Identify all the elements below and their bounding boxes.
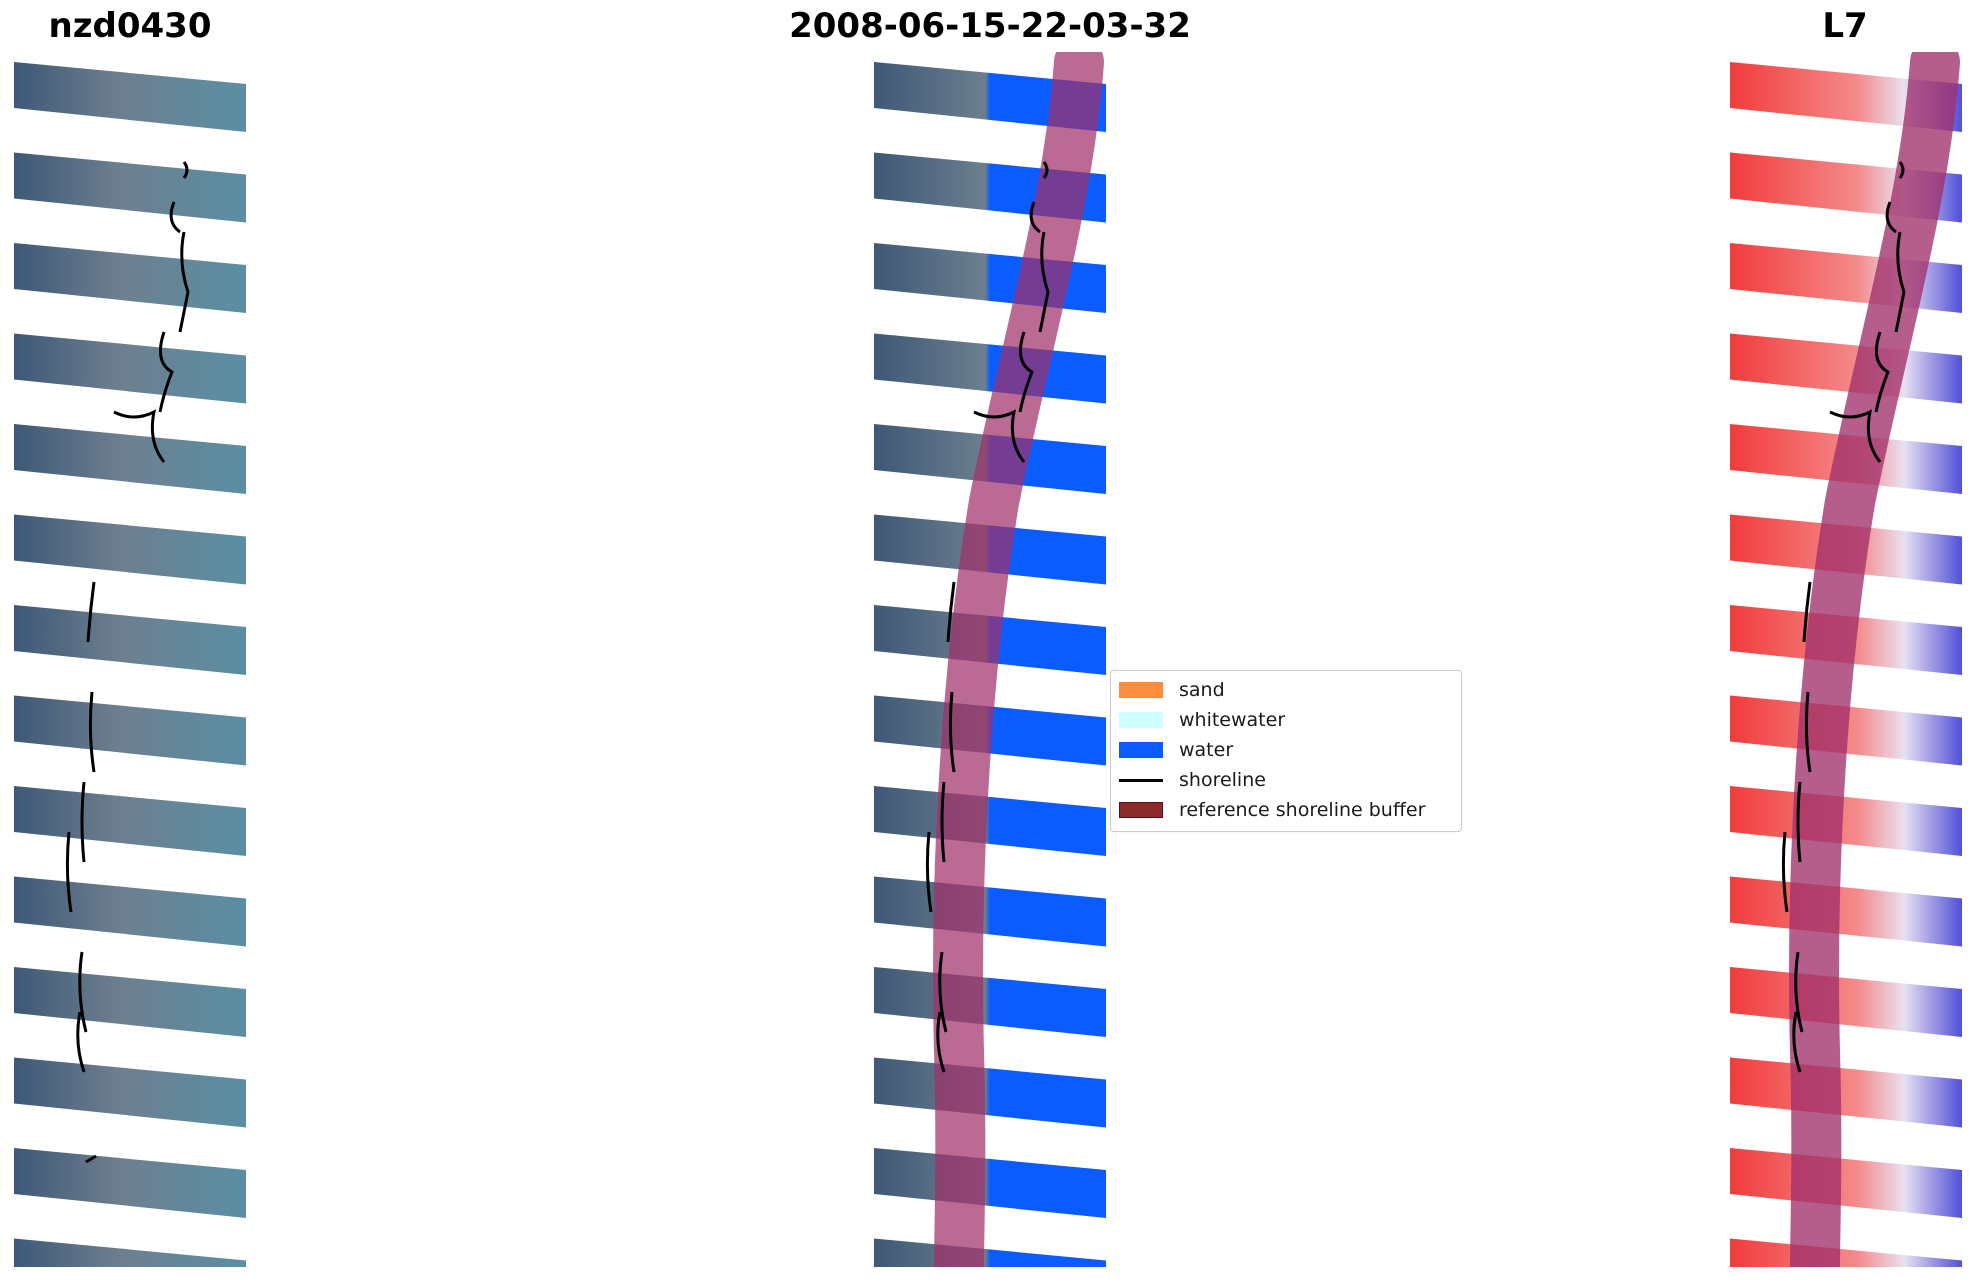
legend-label: reference shoreline buffer	[1179, 799, 1426, 821]
shoreline-center	[925, 161, 1050, 1073]
classified-strip	[874, 876, 1106, 947]
image-strip	[1730, 876, 1962, 947]
legend: sand whitewater water shoreline referenc…	[1110, 670, 1462, 832]
classified-strip	[874, 1238, 1106, 1267]
image-strip	[14, 967, 246, 1037]
legend-swatch-buffer	[1119, 802, 1163, 818]
legend-swatch-water	[1119, 742, 1163, 758]
image-strip	[14, 605, 246, 675]
image-strip	[14, 1057, 246, 1128]
legend-line-shoreline	[1119, 778, 1163, 782]
classification-panel	[874, 52, 1106, 1267]
classified-strip	[874, 333, 1106, 404]
index-image-panel	[1730, 52, 1962, 1267]
legend-swatch-sand	[1119, 682, 1163, 698]
image-strip	[14, 786, 246, 856]
legend-label: shoreline	[1179, 769, 1266, 791]
reference-shoreline-buffer-right	[1789, 52, 1960, 1267]
legend-item-shoreline: shoreline	[1119, 767, 1266, 793]
shoreline-right	[1781, 161, 1906, 1073]
image-strip	[14, 876, 246, 947]
legend-item-water: water	[1119, 737, 1233, 763]
image-strip	[1730, 333, 1962, 404]
right-panel-title: L7	[1822, 6, 1868, 46]
classified-strip	[874, 967, 1106, 1037]
image-strip	[14, 62, 246, 132]
legend-item-whitewater: whitewater	[1119, 707, 1285, 733]
image-strip	[1730, 967, 1962, 1037]
image-strip	[1730, 1238, 1962, 1267]
image-strip	[14, 514, 246, 585]
image-strip	[14, 1238, 246, 1267]
classified-strip	[874, 786, 1106, 856]
image-strip	[1730, 62, 1962, 132]
legend-item-reference-shoreline-buffer: reference shoreline buffer	[1119, 797, 1425, 823]
image-strip	[1730, 1057, 1962, 1128]
legend-label: sand	[1179, 679, 1225, 701]
image-strip	[14, 1148, 246, 1218]
image-strip	[14, 243, 246, 313]
classified-strip	[874, 1148, 1106, 1218]
reference-shoreline-buffer	[933, 52, 1104, 1267]
legend-label: whitewater	[1179, 709, 1286, 731]
image-strip	[1730, 1148, 1962, 1218]
image-strip	[14, 152, 246, 223]
center-panel-title: 2008-06-15-22-03-32	[789, 6, 1191, 46]
image-strip	[14, 424, 246, 494]
rgb-image-panel	[14, 52, 246, 1267]
classified-strip	[874, 1057, 1106, 1128]
classification-image	[874, 52, 1106, 1267]
legend-item-sand: sand	[1119, 677, 1225, 703]
image-strip	[14, 333, 246, 404]
rgb-image	[14, 62, 246, 1267]
legend-label: water	[1179, 739, 1234, 761]
shoreline-left	[65, 161, 190, 1164]
image-strip	[14, 695, 246, 766]
legend-swatch-whitewater	[1119, 712, 1163, 728]
classified-strip	[874, 62, 1106, 132]
index-image	[1730, 52, 1962, 1267]
left-panel-title: nzd0430	[48, 6, 212, 46]
image-strip	[1730, 786, 1962, 856]
